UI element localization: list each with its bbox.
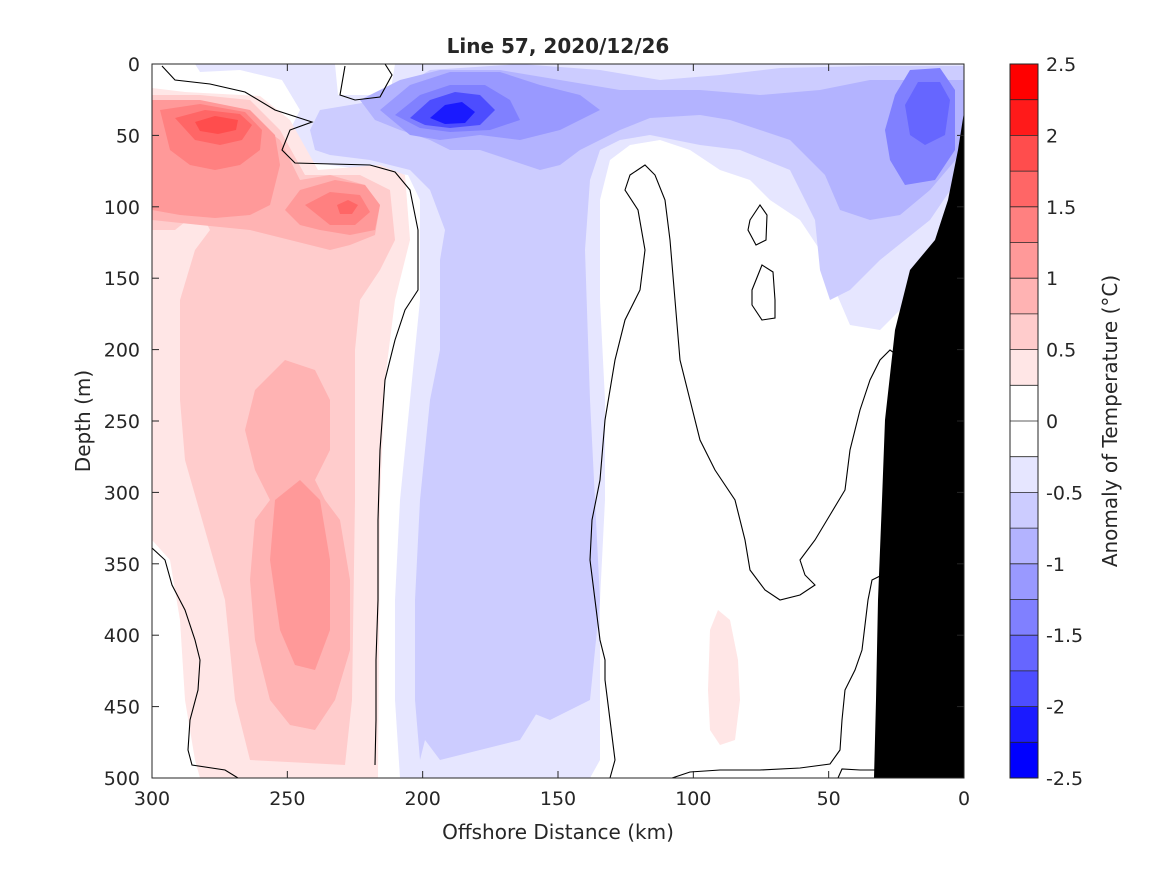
chart-title: Line 57, 2020/12/26 xyxy=(447,34,670,58)
warm-blob-level-1.5 xyxy=(337,200,358,214)
zero-contour-east-bottom xyxy=(837,768,875,778)
x-tick-label: 250 xyxy=(269,788,305,810)
x-tick-label: 300 xyxy=(134,788,170,810)
colorbar-tick-label: 1 xyxy=(1046,268,1058,290)
x-tick-label: 100 xyxy=(675,788,711,810)
colorbar-segment xyxy=(1010,635,1038,672)
cold-nearshore-level-1.25 xyxy=(905,82,950,145)
zero-contour-small-loop-2 xyxy=(751,264,776,321)
y-tick-label: 250 xyxy=(104,411,140,433)
colorbar-segment xyxy=(1010,670,1038,708)
x-axis-label: Offshore Distance (km) xyxy=(442,820,674,844)
zero-contour-loop-top xyxy=(339,64,393,101)
colorbar xyxy=(1009,63,1039,779)
warm-region-level-1.75 xyxy=(195,116,238,134)
colorbar-tick-label: 1.5 xyxy=(1046,197,1076,219)
colorbar-tick-label: -1.5 xyxy=(1046,625,1083,647)
y-tick-label: 500 xyxy=(104,768,140,790)
colorbar-segment xyxy=(1010,171,1038,208)
colorbar-segment xyxy=(1010,242,1038,279)
colorbar-tick-label: -0.5 xyxy=(1046,482,1083,504)
x-tick-label: 150 xyxy=(540,788,576,810)
colorbar-segment xyxy=(1010,313,1038,351)
y-tick-label: 400 xyxy=(104,625,140,647)
x-axis-ticks: 300 250 200 150 100 50 0 xyxy=(134,64,970,810)
zero-contour-center-bottom xyxy=(671,574,883,778)
colorbar-tick-label: -2.5 xyxy=(1046,768,1083,790)
y-tick-label: 350 xyxy=(104,554,140,576)
warm-blob-level-1.25 xyxy=(305,192,370,225)
contour-field xyxy=(152,64,964,778)
colorbar-tick-label: -2 xyxy=(1046,697,1065,719)
zero-contour-west xyxy=(161,65,419,766)
x-tick-label: 50 xyxy=(817,788,841,810)
colorbar-tick-label: 0 xyxy=(1046,411,1058,433)
colorbar-segment xyxy=(1010,99,1038,136)
bathymetry-mask xyxy=(874,112,964,778)
colorbar-segment xyxy=(1010,563,1038,600)
y-tick-label: 450 xyxy=(104,697,140,719)
colorbar-segment xyxy=(1010,421,1038,458)
zero-contour-west-deep xyxy=(152,547,239,778)
colorbar-ticks: 2.5 2 1.5 1 0.5 0 -0.5 -1 -1.5 -2 -2.5 xyxy=(1046,54,1083,790)
colorbar-segment xyxy=(1010,456,1038,493)
y-tick-label: 150 xyxy=(104,268,140,290)
colorbar-segment xyxy=(1010,599,1038,636)
colorbar-label: Anomaly of Temperature (°C) xyxy=(1098,275,1122,567)
zero-contours xyxy=(152,64,898,778)
colorbar-segment xyxy=(1010,206,1038,243)
colorbar-tick-label: 2.5 xyxy=(1046,54,1076,76)
colorbar-segment xyxy=(1010,528,1038,565)
warm-column-level-1 xyxy=(270,480,330,670)
colorbar-segment xyxy=(1010,385,1038,422)
colorbar-segment xyxy=(1010,349,1038,386)
zero-contour-small-loop-1 xyxy=(747,204,768,246)
colorbar-tick-label: -1 xyxy=(1046,554,1065,576)
colorbar-segment xyxy=(1010,135,1038,172)
colorbar-segment xyxy=(1010,64,1038,101)
cold-column-level-0.75 xyxy=(425,430,555,760)
colorbar-segment xyxy=(1010,706,1038,743)
y-tick-label: 100 xyxy=(104,197,140,219)
x-tick-label: 0 xyxy=(958,788,970,810)
y-tick-label: 0 xyxy=(128,54,140,76)
colorbar-segment xyxy=(1010,742,1038,779)
zero-contour-center xyxy=(589,164,898,778)
warm-patch-level-0.5 xyxy=(708,610,740,745)
y-tick-label: 50 xyxy=(116,125,140,147)
cold-region-level-1.75 xyxy=(430,102,475,124)
y-axis-ticks: 0 50 100 150 200 250 300 350 400 450 500 xyxy=(104,54,964,790)
x-tick-label: 200 xyxy=(405,788,441,810)
y-tick-label: 300 xyxy=(104,482,140,504)
cold-anomaly-regions xyxy=(195,64,964,778)
warm-anomaly-regions xyxy=(152,88,740,778)
colorbar-segment xyxy=(1010,278,1038,315)
y-axis-label: Depth (m) xyxy=(71,370,95,472)
cold-column-level-0.75b xyxy=(540,290,590,600)
colorbar-tick-label: 2 xyxy=(1046,125,1058,147)
colorbar-tick-label: 0.5 xyxy=(1046,340,1076,362)
colorbar-segment xyxy=(1010,492,1038,529)
y-tick-label: 200 xyxy=(104,340,140,362)
